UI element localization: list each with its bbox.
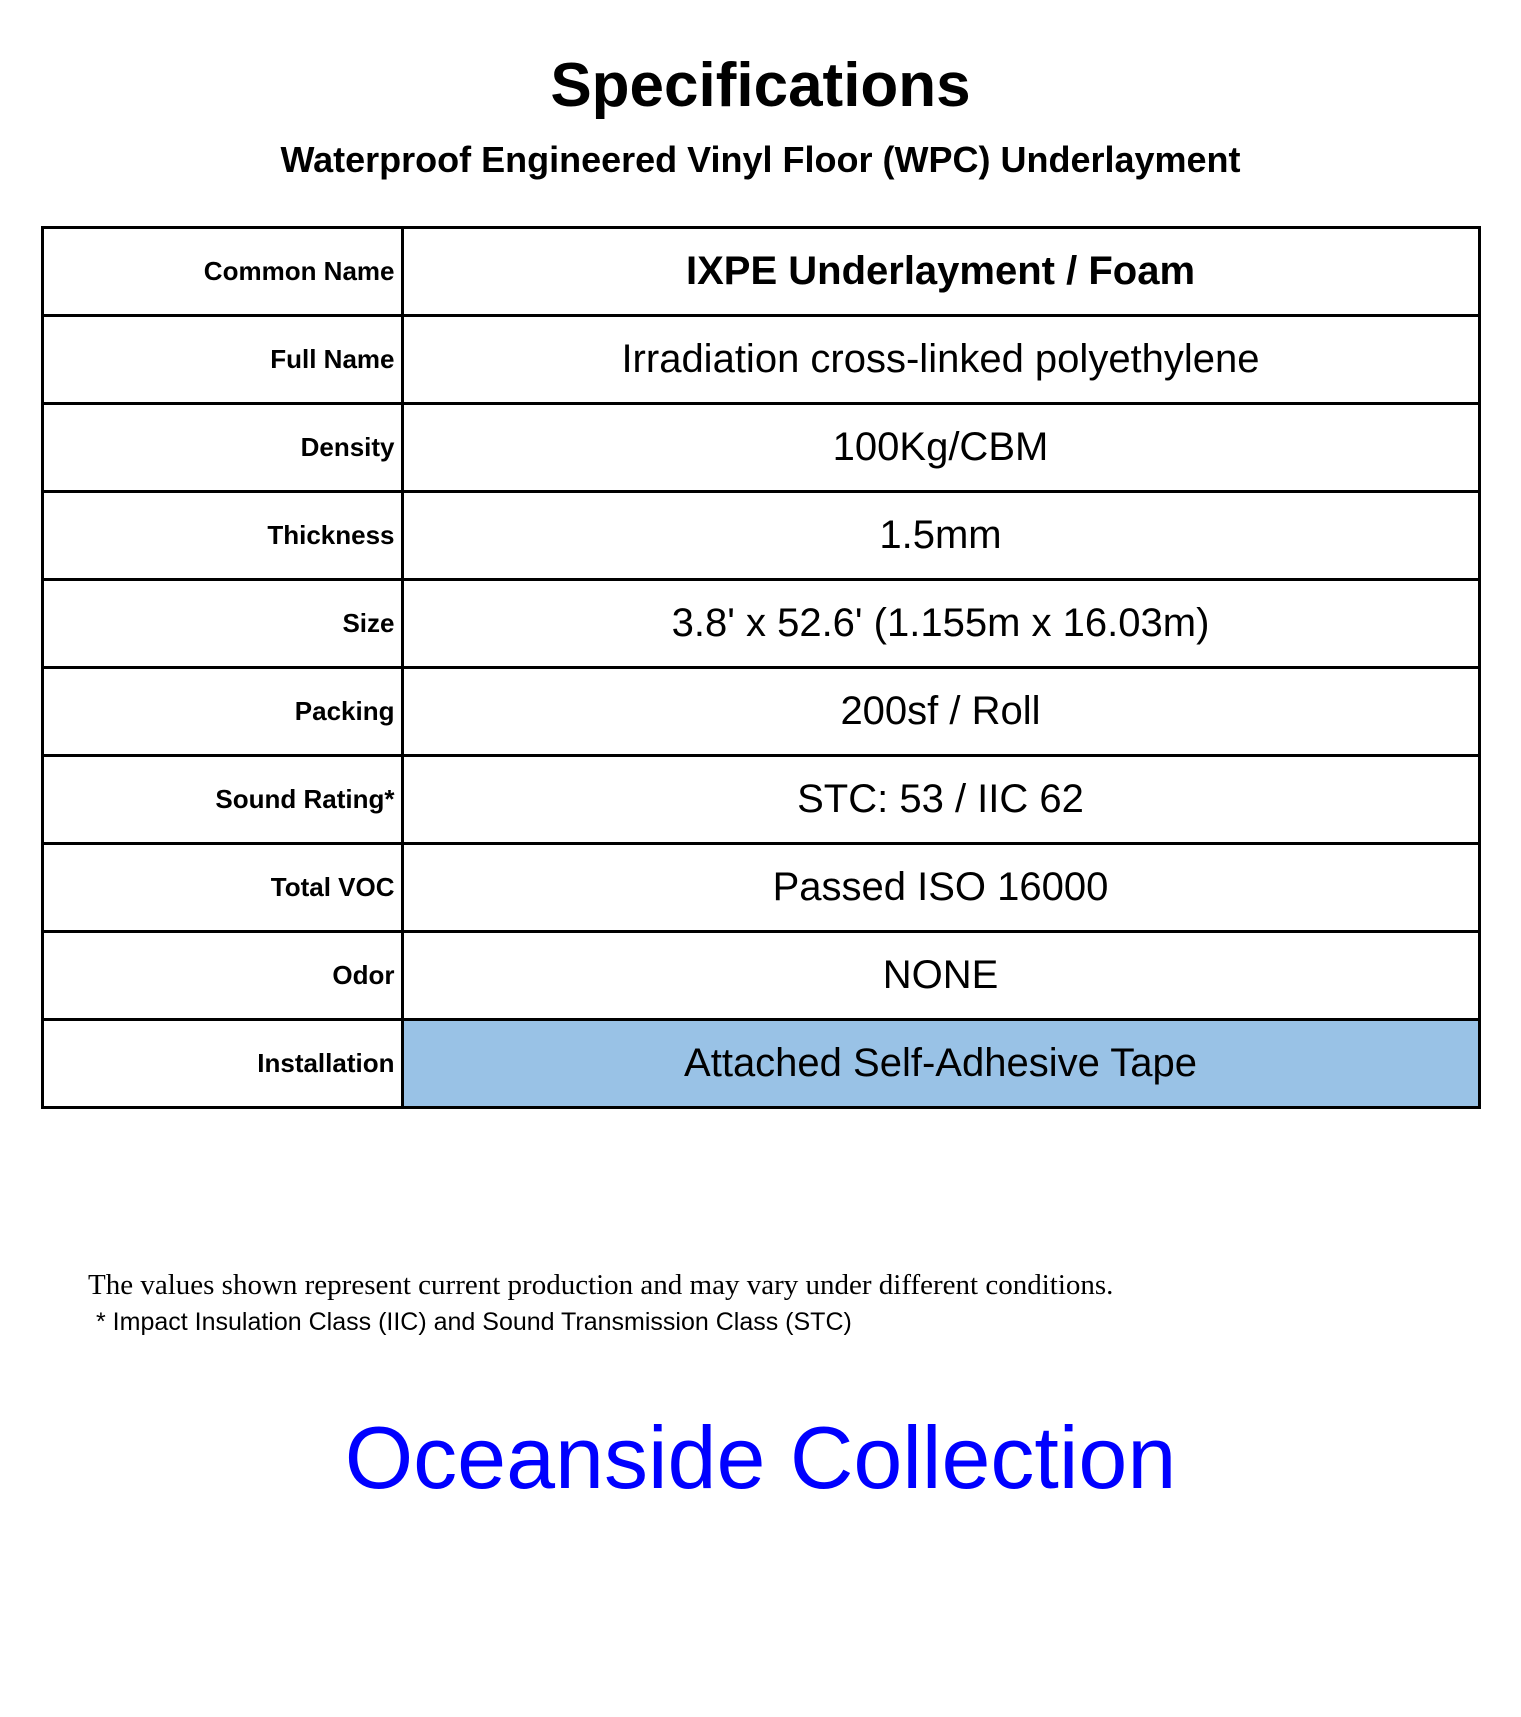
- spec-value: STC: 53 / IIC 62: [402, 756, 1479, 844]
- spec-value: 200sf / Roll: [402, 668, 1479, 756]
- page-subtitle: Waterproof Engineered Vinyl Floor (WPC) …: [40, 139, 1481, 181]
- table-row: Packing200sf / Roll: [42, 668, 1479, 756]
- spec-label: Thickness: [42, 492, 402, 580]
- footnotes: The values shown represent current produ…: [88, 1269, 1481, 1337]
- spec-value: Irradiation cross-linked polyethylene: [402, 316, 1479, 404]
- spec-label: Density: [42, 404, 402, 492]
- specifications-table: Common NameIXPE Underlayment / FoamFull …: [41, 226, 1481, 1109]
- spec-label: Total VOC: [42, 844, 402, 932]
- table-row: Common NameIXPE Underlayment / Foam: [42, 228, 1479, 316]
- spec-label: Installation: [42, 1020, 402, 1108]
- spec-value: 3.8' x 52.6' (1.155m x 16.03m): [402, 580, 1479, 668]
- spec-label: Sound Rating*: [42, 756, 402, 844]
- table-row: Thickness1.5mm: [42, 492, 1479, 580]
- spec-value: IXPE Underlayment / Foam: [402, 228, 1479, 316]
- spec-label: Full Name: [42, 316, 402, 404]
- spec-value: Attached Self-Adhesive Tape: [402, 1020, 1479, 1108]
- spec-value: 100Kg/CBM: [402, 404, 1479, 492]
- spec-label: Packing: [42, 668, 402, 756]
- table-row: Total VOCPassed ISO 16000: [42, 844, 1479, 932]
- spec-label: Odor: [42, 932, 402, 1020]
- spec-value: 1.5mm: [402, 492, 1479, 580]
- table-row: Size3.8' x 52.6' (1.155m x 16.03m): [42, 580, 1479, 668]
- collection-name: Oceanside Collection: [40, 1407, 1481, 1509]
- table-row: OdorNONE: [42, 932, 1479, 1020]
- table-row: InstallationAttached Self-Adhesive Tape: [42, 1020, 1479, 1108]
- table-row: Density100Kg/CBM: [42, 404, 1479, 492]
- spec-label: Size: [42, 580, 402, 668]
- spec-label: Common Name: [42, 228, 402, 316]
- table-row: Full NameIrradiation cross-linked polyet…: [42, 316, 1479, 404]
- spec-value: NONE: [402, 932, 1479, 1020]
- footnote-disclaimer: The values shown represent current produ…: [88, 1269, 1481, 1302]
- footnote-legend: * Impact Insulation Class (IIC) and Soun…: [96, 1308, 1481, 1337]
- spec-value: Passed ISO 16000: [402, 844, 1479, 932]
- page-title: Specifications: [40, 50, 1481, 121]
- table-row: Sound Rating*STC: 53 / IIC 62: [42, 756, 1479, 844]
